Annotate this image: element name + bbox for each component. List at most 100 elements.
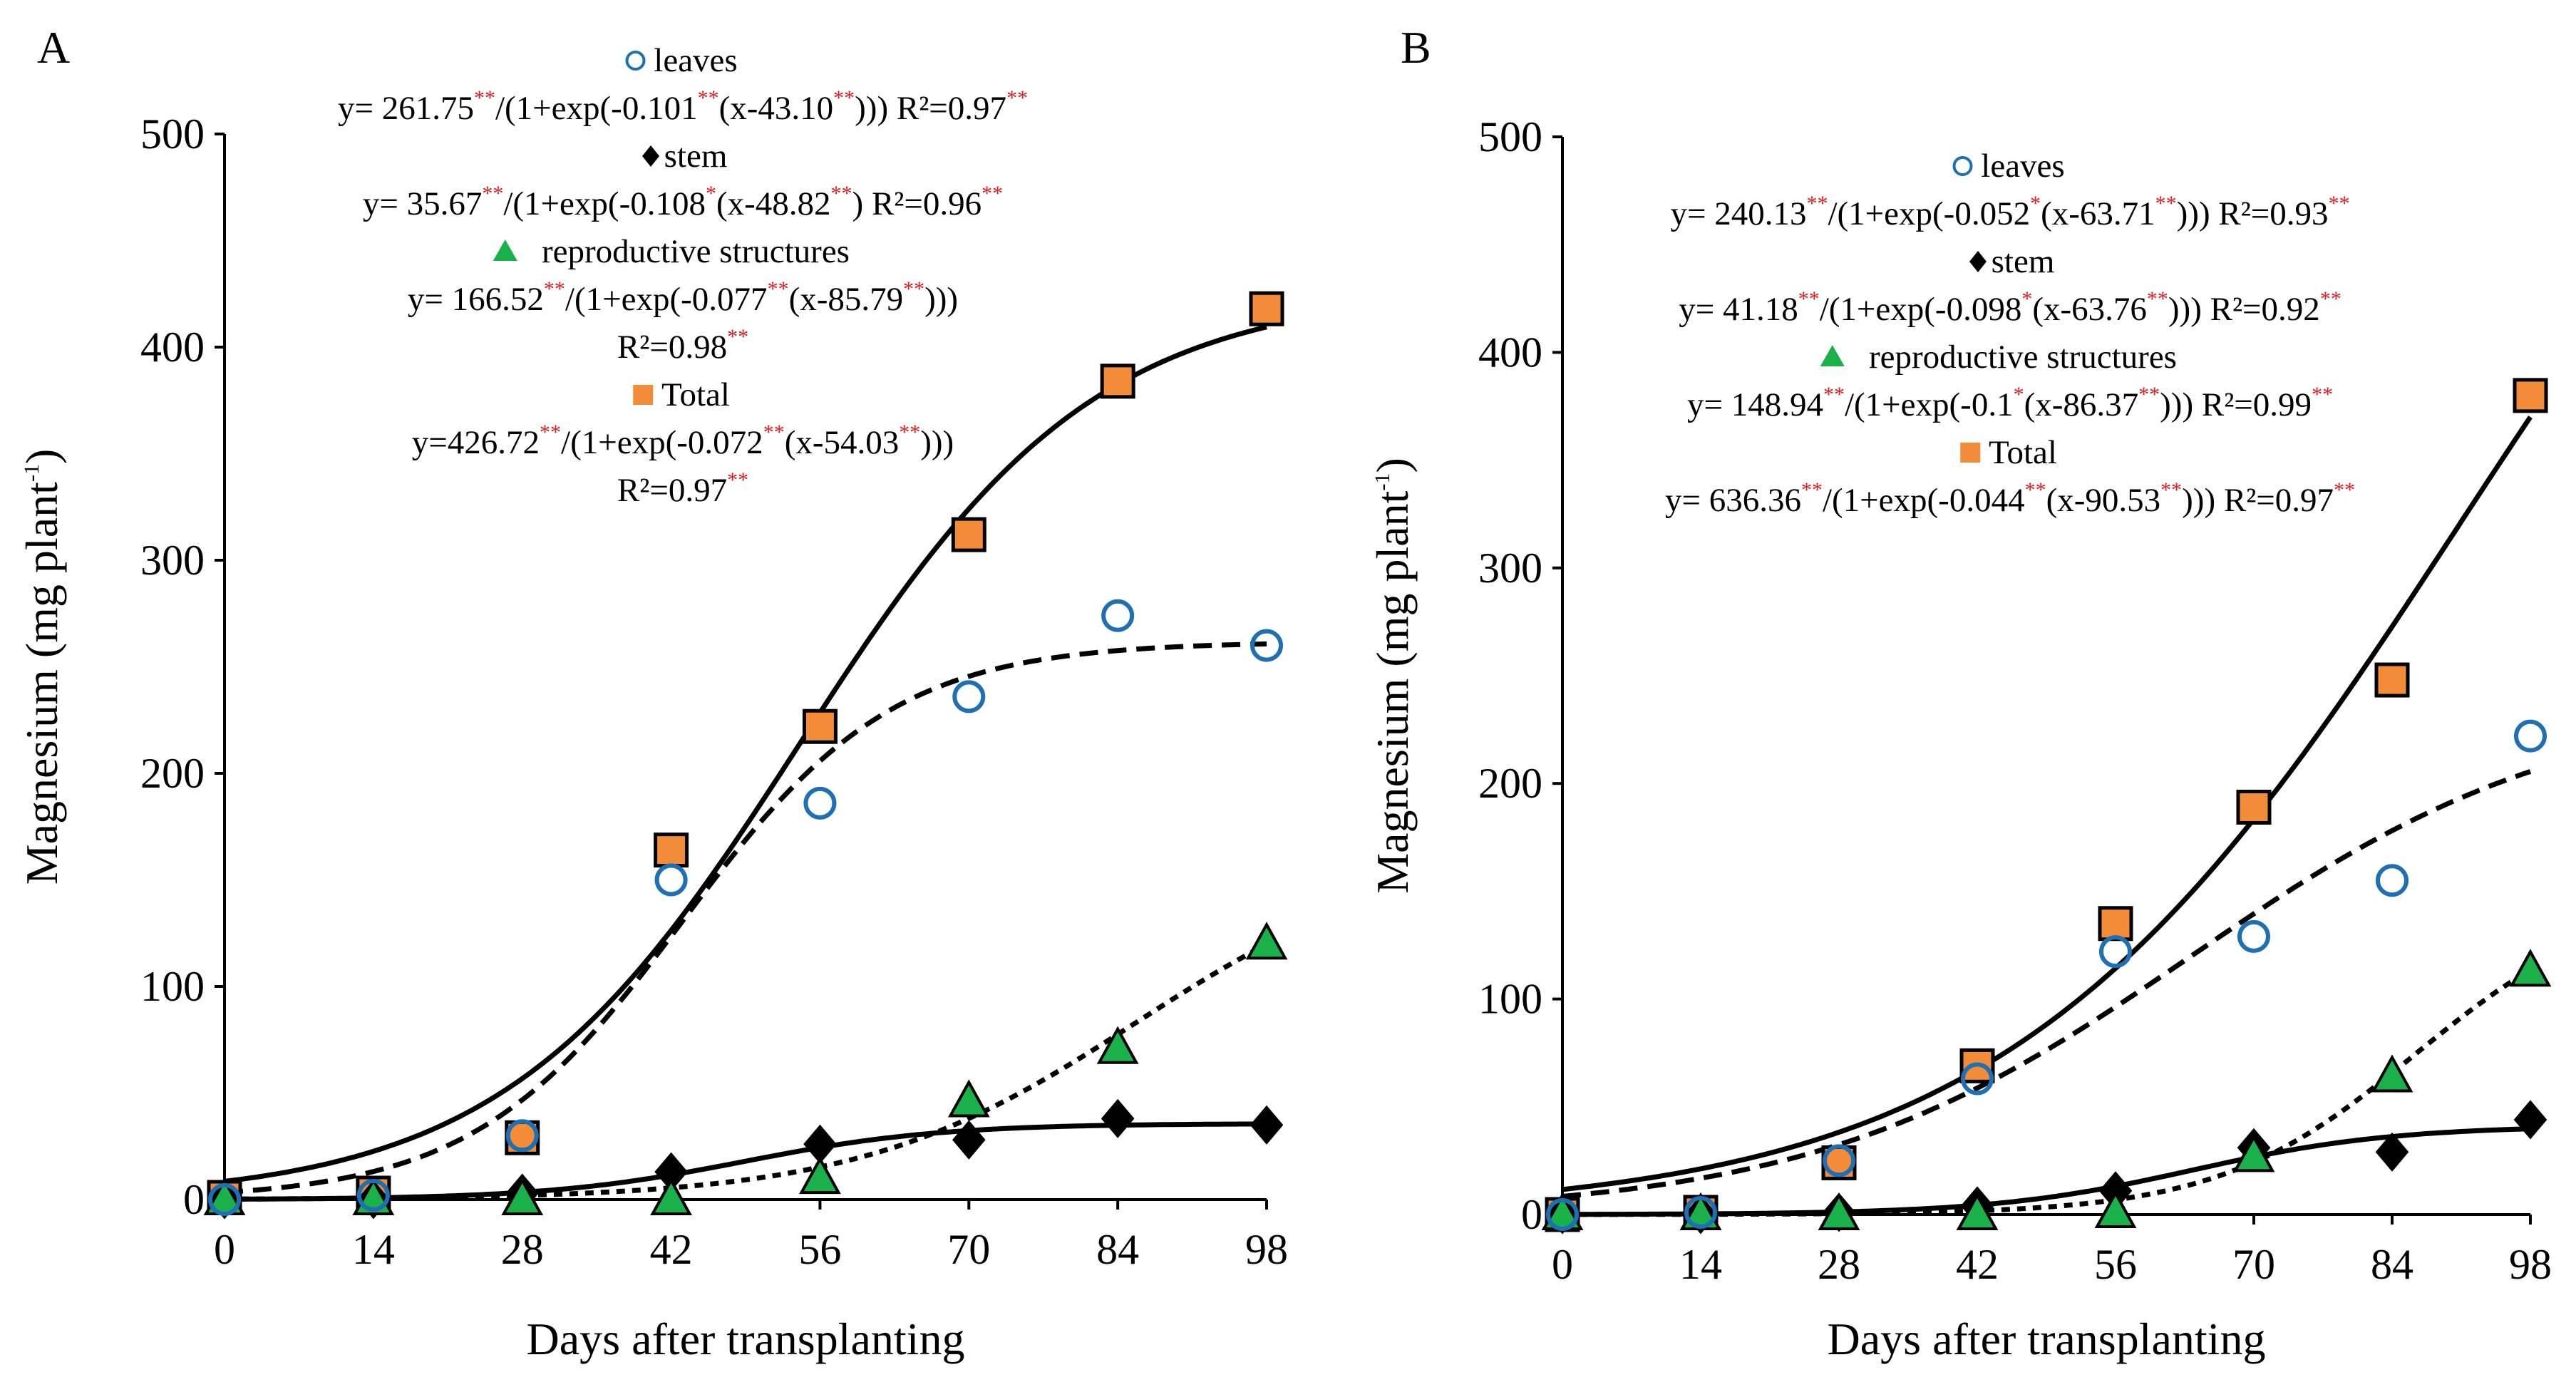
legend-label-reproductive-structures: reproductive structures <box>1869 339 2177 376</box>
x-tick-label: 14 <box>352 1226 395 1273</box>
point-stem <box>2375 1132 2409 1172</box>
point-reproductive-structures <box>2094 1190 2137 1228</box>
point-reproductive-structures <box>947 1079 990 1118</box>
x-tick-label: 56 <box>2094 1241 2137 1288</box>
x-tick-label: 0 <box>214 1226 235 1273</box>
point-total <box>951 517 986 552</box>
point-total <box>802 708 838 744</box>
x-tick-label: 98 <box>2509 1241 2552 1288</box>
point-total <box>654 832 689 868</box>
equation-stem: y= 35.67**/(1+exp(-0.108*(x-48.82**) R²=… <box>363 182 1003 222</box>
data-points <box>203 291 1288 1220</box>
x-tick-label: 70 <box>947 1226 990 1273</box>
y-tick-label: 300 <box>140 537 205 584</box>
series-reproductive-structures <box>203 922 1288 1215</box>
x-tick-label: 42 <box>650 1226 693 1273</box>
point-total <box>2374 662 2410 698</box>
y-tick-label: 400 <box>140 324 205 371</box>
equation-leaves: y= 240.13**/(1+exp(-0.052*(x-63.71**))) … <box>1670 192 2349 232</box>
fit-curve-total <box>224 324 1267 1184</box>
point-total <box>2098 906 2133 942</box>
axes: 0 100 200 300 400 500 0 14 28 42 56 70 84 98 <box>140 110 1288 1273</box>
legend-label-total: Total <box>1989 434 2057 471</box>
y-tick-label: 400 <box>1478 329 1542 376</box>
data-points <box>1541 378 2552 1234</box>
point-leaves <box>2237 919 2270 953</box>
fit-curve-leaves <box>1562 769 2532 1199</box>
y-tick-label: 300 <box>1478 545 1542 592</box>
panel-a: A 0 100 200 300 400 500 0 14 28 42 56 70 84 98 Days aft… <box>16 22 1288 1364</box>
x-tick-label: 42 <box>1956 1241 1999 1288</box>
point-reproductive-structures <box>2371 1054 2413 1093</box>
point-reproductive-structures <box>650 1177 692 1215</box>
series-leaves <box>208 599 1283 1216</box>
point-total <box>2513 378 2548 413</box>
x-tick-label: 0 <box>1552 1241 1573 1288</box>
point-leaves <box>1101 599 1135 632</box>
legend-label-leaves: leaves <box>1981 148 2064 185</box>
y-tick-label: 200 <box>140 750 205 797</box>
equation-total: y= 636.36**/(1+exp(-0.044**(x-90.53**)))… <box>1665 478 2355 519</box>
equation-total: R²=0.97** <box>617 468 748 509</box>
point-reproductive-structures <box>2509 949 2552 987</box>
y-axis-title: Magnesium (mg plant-1) <box>1367 458 1418 894</box>
x-tick-label: 14 <box>1679 1241 1722 1288</box>
equation-total: y=426.72**/(1+exp(-0.072**(x-54.03**))) <box>412 421 954 461</box>
point-leaves <box>505 1119 539 1153</box>
y-tick-label: 100 <box>1478 976 1542 1023</box>
x-tick-label: 84 <box>1096 1226 1139 1273</box>
legend-glyph-reproductive-structures <box>1820 345 1845 366</box>
point-reproductive-structures <box>2232 1134 2275 1172</box>
x-axis-title: Days after transplanting <box>527 1314 965 1364</box>
point-reproductive-structures <box>1818 1192 1860 1230</box>
point-leaves <box>1961 1062 1994 1096</box>
legend-label-stem: stem <box>1992 243 2055 280</box>
legend-glyph-reproductive-structures <box>493 239 517 261</box>
point-leaves <box>952 680 986 713</box>
x-tick-label: 28 <box>1818 1241 1860 1288</box>
point-stem <box>952 1120 986 1160</box>
y-tick-label: 100 <box>140 963 205 1010</box>
series-reproductive-structures <box>1541 949 2552 1230</box>
y-axis-title: Magnesium (mg plant-1) <box>16 449 67 885</box>
point-leaves <box>2514 719 2547 753</box>
y-tick-label: 500 <box>140 110 205 158</box>
legend-glyph-stem <box>1969 251 1987 272</box>
point-total <box>1249 291 1284 326</box>
point-stem <box>1101 1098 1135 1138</box>
y-tick-label: 200 <box>1478 760 1542 807</box>
legend-label-leaves: leaves <box>654 42 737 79</box>
point-reproductive-structures <box>799 1155 841 1195</box>
panel-b: B 0 100 200 300 400 500 0 14 28 42 56 70 84 98 Days aft… <box>1367 22 2552 1364</box>
point-leaves <box>208 1183 241 1216</box>
legend-glyph-total <box>1960 443 1981 463</box>
legend-glyph-stem <box>642 145 659 167</box>
legend-glyph-total <box>633 385 654 405</box>
y-tick-label: 500 <box>1478 113 1542 160</box>
x-tick-label: 56 <box>798 1226 841 1273</box>
y-tick-label: 0 <box>1521 1191 1542 1238</box>
equation-reproductive-structures: R²=0.98** <box>617 325 748 366</box>
point-leaves <box>2099 935 2132 969</box>
axes: 0 100 200 300 400 500 0 14 28 42 56 70 84 98 <box>1478 113 2552 1288</box>
point-leaves <box>1823 1144 1855 1177</box>
equation-legend: leaves y= 240.13**/(1+exp(-0.052*(x-63.71… <box>1665 148 2355 519</box>
point-leaves <box>803 786 837 820</box>
equation-stem: y= 41.18**/(1+exp(-0.098*(x-63.76**))) R… <box>1679 287 2341 328</box>
legend-label-reproductive-structures: reproductive structures <box>542 233 850 270</box>
x-tick-label: 98 <box>1245 1226 1288 1273</box>
point-leaves <box>654 863 688 897</box>
point-reproductive-structures <box>1956 1192 1999 1230</box>
panel-letter: B <box>1401 22 1431 73</box>
point-leaves <box>1684 1195 1717 1229</box>
equation-legend: leaves y= 261.75**/(1+exp(-0.101**(x-43.1… <box>338 42 1028 509</box>
point-leaves <box>1546 1198 1579 1231</box>
point-reproductive-structures <box>1096 1026 1139 1064</box>
fit-curve-reproductive-structures <box>225 942 1268 1202</box>
point-reproductive-structures <box>1245 922 1288 960</box>
series-leaves <box>1546 719 2547 1231</box>
point-total <box>1100 364 1135 399</box>
x-axis-title: Days after transplanting <box>1828 1314 2266 1364</box>
fit-curve-total <box>1562 416 2533 1192</box>
